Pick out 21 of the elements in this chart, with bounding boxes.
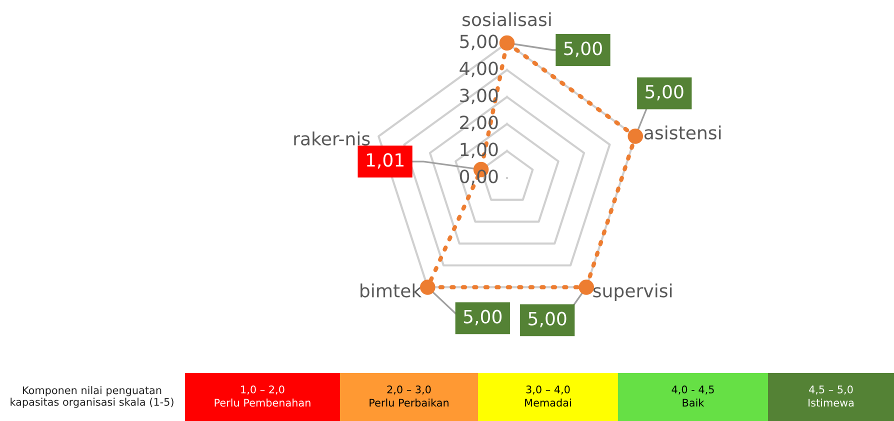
- data-label: 5,00: [646, 84, 684, 100]
- text: 3,0 – 4,0 Memadai: [525, 386, 571, 407]
- spoke-label: bimtek: [360, 283, 422, 298]
- y-tick-label: 5,00: [460, 34, 498, 50]
- data-label: 5,00: [564, 42, 602, 58]
- data-label: 1,01: [366, 153, 404, 169]
- spoke-label: raker-nis: [294, 132, 370, 146]
- spoke-label: asistensi: [644, 126, 721, 140]
- spoke-label: sosialisasi: [462, 12, 551, 26]
- text: Komponen nilai penguatan kapasitas organisasi skala (1-5): [10, 386, 174, 408]
- y-tick-label: 1,00: [460, 142, 498, 158]
- y-tick-label: 3,00: [460, 88, 498, 104]
- data-label: 5,00: [528, 312, 566, 328]
- text: 1,0 – 2,0 Perlu Pembenahan: [214, 386, 310, 407]
- y-tick-label: 0,00: [460, 170, 498, 186]
- text: 4,5 – 5,0 Istimewa: [808, 386, 854, 407]
- y-tick-label: 4,00: [460, 62, 498, 78]
- y-tick-label: 2,00: [460, 116, 498, 132]
- text: 2,0 – 3,0 Perlu Perbaikan: [370, 386, 448, 407]
- spoke-label: supervisi: [593, 283, 672, 301]
- text: 4,0 - 4,5 Baik: [672, 386, 714, 407]
